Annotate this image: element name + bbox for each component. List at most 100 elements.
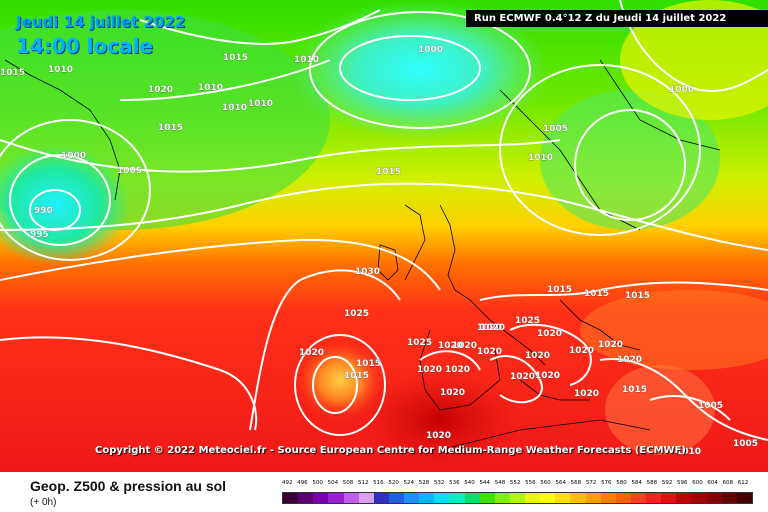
color-scale-swatch [555, 493, 571, 503]
color-scale-value: 592 [661, 480, 673, 486]
pressure-label: 1015 [356, 359, 381, 369]
color-scale-swatch [615, 493, 631, 503]
color-scale-swatch [540, 493, 556, 503]
pressure-label: 1010 [248, 99, 273, 109]
pressure-label: 995 [30, 230, 49, 240]
pressure-label: 1025 [344, 309, 369, 319]
color-scale-swatch [373, 493, 389, 503]
pressure-label: 1020 [574, 389, 599, 399]
pressure-label: 1010 [48, 65, 73, 75]
color-scale-swatch [525, 493, 541, 503]
color-scale-value: 532 [433, 480, 445, 486]
pressure-label: 1010 [528, 153, 553, 163]
color-scale-swatch [283, 493, 299, 503]
color-scale-swatch [449, 493, 465, 503]
pressure-label: 1010 [294, 55, 319, 65]
color-scale-value: 528 [418, 480, 430, 486]
color-scale-swatch [404, 493, 420, 503]
pressure-label: 1020 [477, 323, 502, 333]
pressure-label: 1020 [426, 431, 451, 441]
pressure-label: 1020 [525, 351, 550, 361]
pressure-label: 1020 [148, 85, 173, 95]
pressure-label: 1020 [417, 365, 442, 375]
color-scale-swatch [661, 493, 677, 503]
color-scale-labels: 492 496 500 504 508 512 516 520 524 528 532 536 540 5… [282, 480, 753, 490]
color-scale-swatch [479, 493, 495, 503]
pressure-label: 1020 [537, 329, 562, 339]
pressure-label: 1025 [407, 338, 432, 348]
date-label: Jeudi 14 juillet 2022 [16, 13, 186, 31]
color-scale-value: 536 [449, 480, 460, 486]
color-scale-value: 512 [357, 480, 369, 486]
color-scale-swatch [585, 493, 601, 503]
color-scale-value: 612 [737, 480, 749, 486]
pressure-label: 1025 [515, 316, 540, 326]
pressure-label: 1010 [676, 447, 701, 457]
color-scale-value: 576 [601, 480, 612, 486]
color-scale-swatch [388, 493, 404, 503]
pressure-label: 1015 [158, 123, 183, 133]
color-scale-value: 520 [388, 480, 399, 486]
color-scale-swatch [313, 493, 329, 503]
pressure-label: 1020 [535, 371, 560, 381]
pressure-label: 1000 [418, 45, 443, 55]
pressure-label: 1020 [477, 347, 502, 357]
coastlines [4, 59, 721, 451]
color-scale-value: 564 [555, 480, 566, 486]
pressure-label: 1020 [438, 341, 463, 351]
color-scale [282, 492, 753, 504]
copyright-notice: Copyright © 2022 Meteociel.fr - Source E… [95, 445, 686, 456]
pressure-label: 1010 [222, 103, 247, 113]
color-scale-swatch [630, 493, 646, 503]
color-scale-value: 552 [509, 480, 521, 486]
pressure-label: 1020 [299, 348, 324, 358]
color-scale-value: 588 [646, 480, 658, 486]
color-scale-swatch [691, 493, 707, 503]
pressure-label: 1015 [0, 68, 25, 78]
color-scale-value: 596 [677, 480, 688, 486]
pressure-label: 1015 [344, 371, 369, 381]
color-scale-swatch [646, 493, 662, 503]
color-scale-value: 540 [464, 480, 475, 486]
color-scale-swatch [358, 493, 374, 503]
legend-bar: Geop. Z500 & pression au sol (+ 0h) 492 4… [0, 472, 768, 512]
color-scale-value: 548 [494, 480, 506, 486]
color-scale-value: 604 [707, 480, 718, 486]
color-scale-value: 584 [631, 480, 642, 486]
pressure-label: 990 [34, 206, 53, 216]
color-scale-swatch [464, 493, 480, 503]
pressure-label: 1005 [543, 124, 568, 134]
pressure-label: 1005 [117, 166, 142, 176]
color-scale-value: 504 [327, 480, 339, 486]
pressure-label: 1020 [452, 341, 477, 351]
pressure-label: 1015 [584, 289, 609, 299]
pressure-label: 1005 [733, 439, 758, 449]
color-scale-value: 508 [342, 480, 354, 486]
pressure-label: 1020 [445, 365, 470, 375]
color-scale-swatch [419, 493, 435, 503]
product-title: Geop. Z500 & pression au sol [30, 478, 227, 494]
pressure-label: 1015 [625, 291, 650, 301]
color-scale-value: 580 [616, 480, 627, 486]
pressure-label: 1020 [510, 372, 535, 382]
color-scale-swatch [706, 493, 722, 503]
pressure-label: 1000 [61, 151, 86, 161]
color-scale-value: 556 [525, 480, 536, 486]
pressure-label: 1010 [198, 83, 223, 93]
run-info-banner: Run ECMWF 0.4°12 Z du Jeudi 14 juillet 2… [466, 10, 768, 27]
pressure-label: 1015 [622, 385, 647, 395]
pressure-label: 1030 [355, 267, 380, 277]
color-scale-swatch [298, 493, 314, 503]
color-scale-value: 500 [312, 480, 323, 486]
forecast-step: (+ 0h) [30, 497, 57, 508]
color-scale-swatch [509, 493, 525, 503]
weather-map: 1015 101010201015101010101010100010101005… [0, 0, 768, 472]
pressure-label: 1015 [376, 167, 401, 177]
color-scale-value: 572 [585, 480, 597, 486]
local-time-label: 14:00 locale [16, 34, 153, 58]
color-scale-value: 600 [692, 480, 703, 486]
pressure-label: 1020 [569, 346, 594, 356]
color-scale-swatch [676, 493, 692, 503]
isobars [0, 0, 768, 440]
color-scale-value: 492 [282, 480, 293, 486]
